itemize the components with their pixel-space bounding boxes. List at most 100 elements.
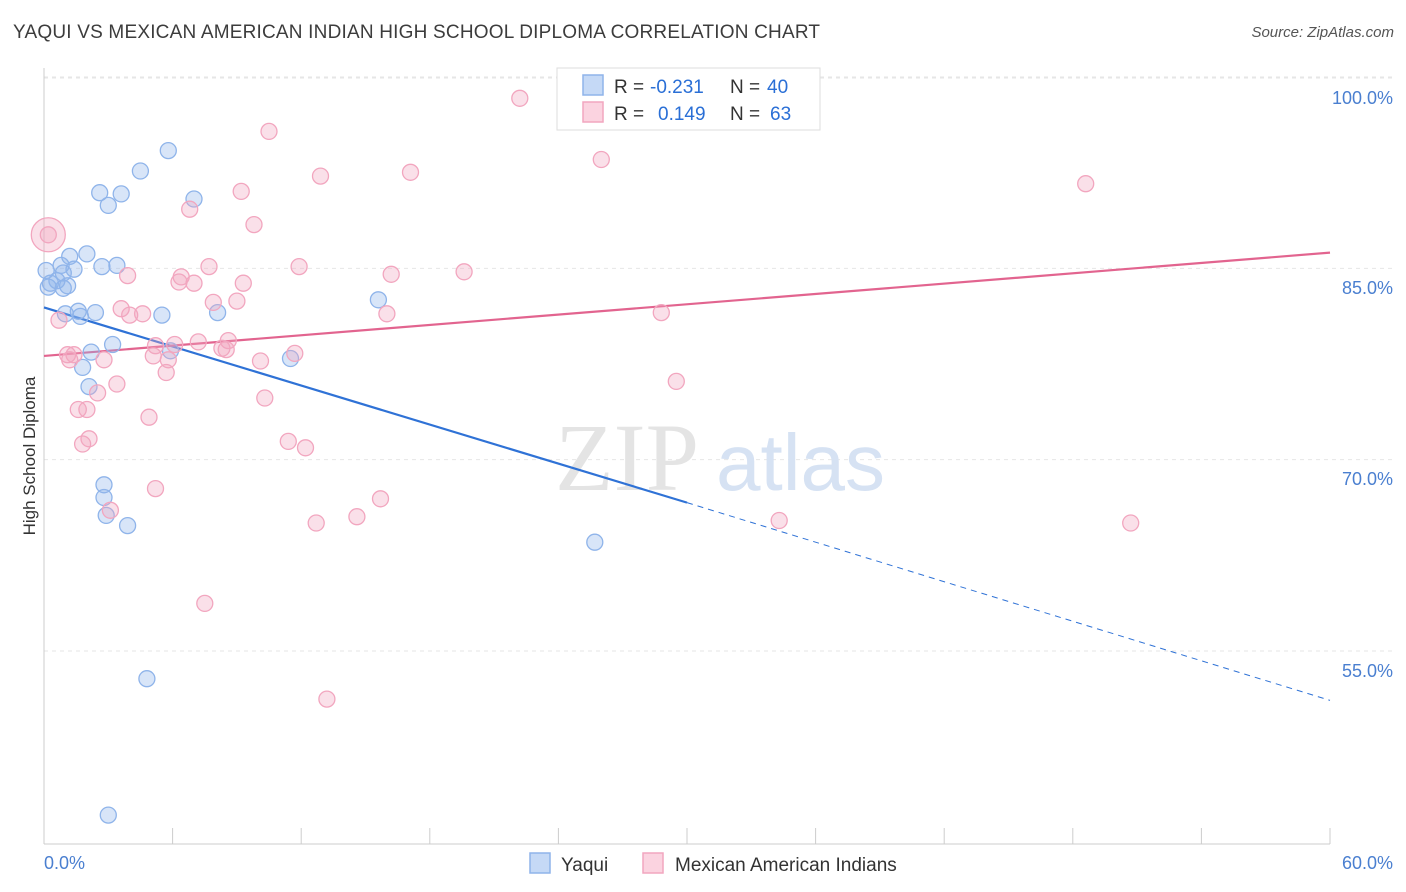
mexican-point (88, 384, 107, 402)
mexican-point (371, 490, 390, 508)
mexican-point (181, 200, 199, 218)
mexican-point (401, 163, 420, 181)
mexican-point (146, 479, 165, 498)
mexican-point (200, 257, 218, 276)
axes (43, 68, 1331, 845)
mexican-point (140, 408, 158, 426)
yaqui-point (71, 307, 90, 326)
mexican-point (1122, 514, 1140, 532)
chart-title: YAQUI VS MEXICAN AMERICAN INDIAN HIGH SC… (13, 22, 821, 43)
mexican-point (185, 274, 203, 292)
mexican-point (232, 182, 250, 201)
mexican-point (652, 303, 670, 322)
mexican-point (95, 351, 113, 369)
mexican-point (234, 274, 252, 292)
mexican-point (296, 439, 315, 457)
legend-r-label: R = (614, 77, 644, 98)
yaqui-point (61, 247, 79, 266)
mexican-point (78, 400, 96, 419)
legend-n-label: N = (730, 77, 760, 98)
legend-label-mexican: Mexican American Indians (675, 855, 897, 876)
legend-n-value: 40 (767, 77, 788, 98)
yaqui-point (37, 261, 55, 280)
mexican-point (217, 340, 235, 359)
yaqui-point (95, 476, 113, 494)
mexican-point (159, 351, 177, 369)
yaqui-trend-line (43, 306, 688, 504)
x-tick-label-min: 0.0% (44, 853, 85, 873)
x-tick-label-max: 60.0% (1342, 853, 1393, 873)
source-label: Source: ZipAtlas.com (1251, 24, 1394, 41)
yaqui-point (131, 162, 150, 180)
yaqui-point (108, 256, 126, 275)
yaqui-point (82, 343, 100, 361)
mexican-point (80, 430, 98, 448)
legend-n-value: 63 (770, 104, 791, 125)
mexican-point (290, 257, 308, 276)
mexican-trend-line (43, 251, 1331, 358)
yaqui-point (112, 185, 130, 203)
legend-swatch-mexican (582, 101, 604, 123)
mexican-point (101, 501, 120, 519)
yaqui-point (93, 257, 111, 276)
gridlines (44, 76, 1393, 652)
yaqui-point (80, 377, 98, 396)
mexican-point (307, 514, 325, 532)
legend-r-value: -0.231 (650, 77, 704, 98)
legend-swatch-yaqui (582, 74, 604, 96)
mexican-point (65, 346, 83, 364)
yaqui-trend-extension (686, 502, 1331, 701)
mexican-point (146, 337, 165, 355)
y-tick-label: 70.0% (1342, 469, 1393, 489)
mexican-point (189, 333, 207, 351)
yaqui-point (99, 196, 117, 215)
yaqui-point (208, 303, 227, 322)
legend-n-label: N = (730, 104, 760, 125)
yaqui-point (586, 533, 604, 551)
yaqui-point (91, 184, 109, 202)
yaqui-point (369, 291, 388, 309)
yaqui-point (58, 277, 77, 295)
mexican-point (133, 305, 152, 323)
mexican-point (511, 89, 529, 107)
mexican-point (311, 167, 330, 185)
mexican-point (286, 344, 304, 363)
y-axis-label: High School Diploma (20, 376, 39, 535)
mexican-point (228, 292, 246, 310)
yaqui-point (153, 306, 171, 324)
mexican-point (251, 352, 270, 370)
mexican-point (667, 372, 685, 391)
yaqui-point (99, 806, 117, 824)
mexican-point (260, 122, 278, 141)
mexican-point (39, 226, 57, 244)
yaqui-point (185, 190, 203, 208)
legend-r-label: R = (614, 104, 644, 125)
mexican-point (196, 594, 214, 613)
mexican-point (118, 266, 137, 285)
yaqui-point (86, 303, 105, 322)
mexican-point (166, 335, 184, 354)
mexican-point (157, 363, 175, 382)
yaqui-point (54, 264, 72, 282)
legend-label-yaqui: Yaqui (561, 855, 608, 876)
yaqui-point (159, 141, 177, 160)
yaqui-point (118, 516, 137, 535)
mexican-point (348, 508, 366, 526)
watermark-zip: ZIP (555, 404, 699, 511)
yaqui-point (103, 335, 122, 354)
mexican-point-large (30, 217, 66, 253)
y-tick-label: 85.0% (1342, 278, 1393, 298)
yaqui-point (138, 670, 156, 688)
mexican-point (245, 215, 263, 234)
mexican-point (378, 305, 396, 323)
mexican-point (592, 150, 610, 169)
mexican-point (455, 263, 473, 281)
legend-r-value: 0.149 (658, 104, 706, 125)
mexican-point (279, 432, 297, 451)
mexican-point (50, 311, 68, 329)
mexican-point (256, 389, 274, 407)
mexican-point (204, 293, 222, 312)
mexican-point (382, 265, 400, 283)
yaqui-point (65, 260, 83, 278)
